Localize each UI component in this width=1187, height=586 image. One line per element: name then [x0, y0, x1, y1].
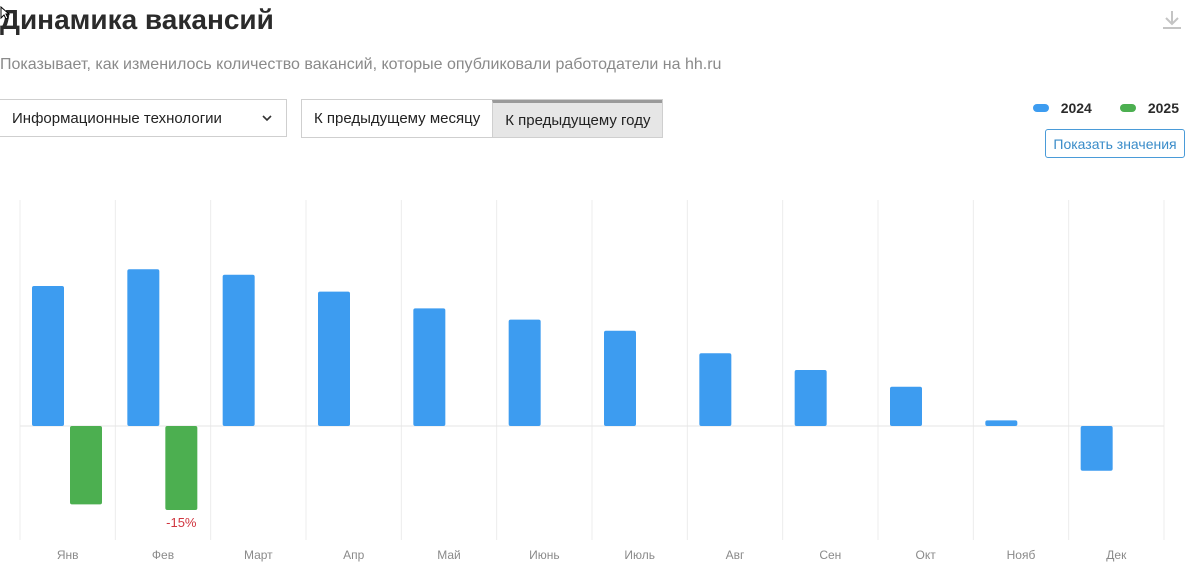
- x-tick-label: Июнь: [529, 548, 560, 562]
- category-select[interactable]: Информационные технологии: [0, 99, 287, 137]
- bar-2025-1[interactable]: [70, 426, 102, 505]
- legend-label: 2025: [1147, 100, 1179, 116]
- x-tick-label: Дек: [1106, 548, 1127, 562]
- comparison-toggle: К предыдущему месяцу К предыдущему году: [301, 99, 664, 138]
- chevron-down-icon: [262, 115, 272, 122]
- bar-2024-7[interactable]: [604, 330, 636, 426]
- bar-2024-12[interactable]: [1080, 426, 1113, 471]
- x-tick-label: Янв: [57, 548, 79, 562]
- tab-previous-month[interactable]: К предыдущему месяцу: [302, 100, 493, 137]
- x-tick-label: Сен: [819, 548, 841, 562]
- chart-legend: 2024 2025: [1032, 100, 1179, 116]
- x-tick-label: Фев: [152, 548, 174, 562]
- x-tick-label: Авг: [726, 548, 745, 562]
- bar-2024-4[interactable]: [318, 291, 350, 426]
- page-title: Динамика вакансий: [0, 4, 274, 35]
- annotation-label: -15%: [166, 515, 197, 530]
- bar-2024-10[interactable]: [890, 386, 922, 426]
- x-tick-label: Окт: [916, 548, 937, 562]
- bar-2025-2[interactable]: [165, 426, 198, 510]
- bar-2024-9[interactable]: [794, 370, 827, 426]
- x-tick-label: Июль: [624, 548, 655, 562]
- x-tick-label: Апр: [343, 548, 365, 562]
- tab-previous-year[interactable]: К предыдущему году: [492, 100, 663, 137]
- cursor-icon: [0, 6, 10, 20]
- bar-2024-8[interactable]: [699, 353, 732, 426]
- page-subtitle: Показывает, как изменилось количество ва…: [0, 56, 722, 73]
- bar-2024-5[interactable]: [413, 308, 446, 426]
- category-select-value: Информационные технологии: [12, 109, 222, 127]
- bar-2024-1[interactable]: [32, 286, 64, 426]
- legend-swatch: [1119, 104, 1136, 112]
- bar-2024-3[interactable]: [222, 274, 255, 426]
- legend-item-2024: 2024: [1032, 100, 1092, 116]
- bar-2024-11[interactable]: [985, 420, 1018, 426]
- x-tick-label: Май: [437, 548, 461, 562]
- legend-item-2025: 2025: [1119, 100, 1179, 116]
- legend-swatch: [1032, 104, 1049, 112]
- download-icon[interactable]: [1160, 8, 1184, 32]
- bar-2024-2[interactable]: [127, 269, 160, 426]
- bar-2024-6[interactable]: [508, 319, 541, 426]
- x-tick-label: Март: [244, 548, 273, 562]
- x-tick-label: Нояб: [1007, 548, 1036, 562]
- legend-label: 2024: [1060, 100, 1092, 116]
- show-values-button[interactable]: Показать значения: [1045, 129, 1185, 158]
